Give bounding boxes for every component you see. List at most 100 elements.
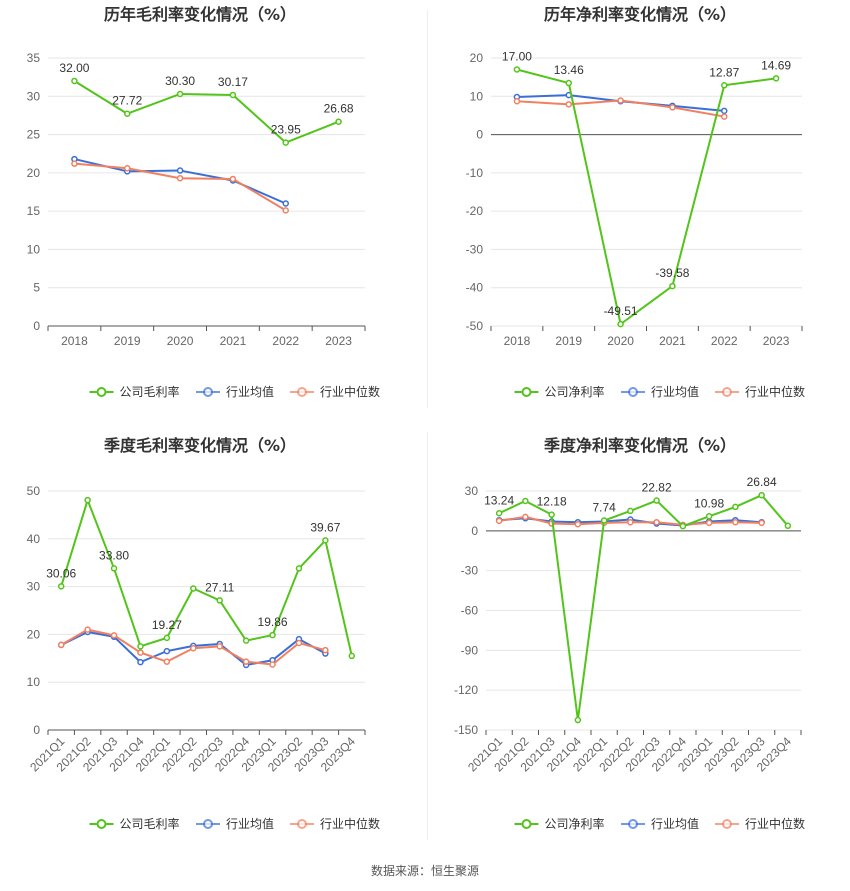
data-point-median	[229, 175, 237, 183]
data-point-median	[721, 113, 728, 120]
data-point-company	[617, 320, 624, 328]
data-label: 32.00	[59, 61, 89, 75]
y-tick-label: -30	[466, 242, 484, 256]
y-tick-label: -60	[461, 604, 479, 618]
legend-marker-avg	[628, 819, 638, 829]
x-tick-label: 2021	[659, 334, 686, 348]
data-label: -49.51	[604, 304, 638, 318]
chart-svg: 季度毛利率变化情况（%）010203040502021Q12021Q22021Q…	[27, 436, 380, 831]
data-label: 19.86	[258, 615, 288, 629]
legend-label: 公司毛利率	[120, 816, 180, 831]
data-label: 13.46	[554, 63, 584, 77]
data-point-median	[495, 517, 503, 525]
series-line-company	[60, 499, 353, 657]
y-tick-label: -150	[454, 723, 478, 737]
data-label: 13.24	[484, 493, 514, 507]
chart-quarterly-net-margin: 季度净利率变化情况（%） -150 -120 -90 -60 -30 0 30 2021Q1 20…	[425, 430, 850, 840]
data-point-company	[137, 643, 144, 650]
chart-svg: 历年毛利率变化情况（%） 0 5 10 15 20 25 30 35 2018 2019 2020 20…	[27, 5, 380, 399]
data-point-company	[335, 118, 342, 125]
data-point-median	[295, 639, 303, 647]
y-tick-label: 20	[470, 51, 484, 65]
data-point-company	[71, 77, 78, 85]
data-point-median	[705, 519, 713, 527]
data-point-median	[124, 165, 131, 172]
y-tick-label: -10	[466, 166, 484, 180]
data-point-median	[617, 97, 624, 104]
chart-quarterly-gross-margin: 季度毛利率变化情况（%） 0 10 20 30 40 50 2021Q1 2021Q2 2021Q…	[0, 430, 425, 840]
data-label: 26.84	[747, 475, 777, 489]
y-tick-label: 20	[27, 166, 41, 180]
data-point-median	[574, 520, 582, 528]
data-point-median	[57, 641, 65, 649]
data-point-median	[653, 518, 660, 526]
y-tick-label: 25	[27, 128, 41, 142]
vertical-divider-bottom	[427, 432, 428, 840]
data-point-company	[269, 631, 276, 639]
data-point-median	[732, 518, 739, 526]
data-point-median	[758, 519, 765, 527]
data-point-avg	[176, 167, 184, 174]
series-line-company	[498, 494, 789, 722]
data-point-avg	[282, 200, 289, 207]
y-tick-label: 20	[27, 627, 41, 641]
legend-marker-median	[297, 819, 307, 829]
data-label: 30.17	[218, 75, 248, 89]
x-tick-label: 2023	[763, 334, 790, 348]
legend-label: 行业中位数	[320, 816, 380, 831]
data-point-median	[565, 101, 572, 108]
x-tick-label: 2021	[220, 334, 247, 348]
data-point-company	[282, 139, 289, 146]
y-tick-label: 0	[471, 524, 478, 538]
legend-label: 行业均值	[651, 384, 699, 399]
data-point-company	[772, 75, 780, 82]
legend-label: 公司净利率	[545, 384, 605, 399]
data-point-company	[548, 511, 555, 518]
data-label: 19.27	[152, 618, 182, 632]
data-label: 12.87	[709, 65, 739, 79]
data-point-company	[176, 90, 184, 98]
x-tick-label: 2019	[555, 334, 582, 348]
data-point-median	[282, 207, 289, 214]
y-tick-label: 10	[470, 89, 484, 103]
data-point-company	[669, 282, 676, 290]
y-tick-label: 40	[27, 532, 41, 546]
legend-marker-avg	[203, 819, 213, 829]
data-point-company	[84, 496, 91, 504]
y-tick-label: 30	[27, 580, 41, 594]
data-point-company	[495, 510, 503, 517]
data-point-median	[627, 518, 634, 526]
legend-marker-company	[96, 819, 107, 829]
data-point-company	[679, 522, 687, 530]
x-tick-label: 2020	[607, 334, 634, 348]
y-tick-label: 0	[476, 128, 483, 142]
data-point-company	[110, 565, 118, 572]
y-tick-label: -120	[454, 683, 478, 697]
data-point-company	[513, 66, 521, 73]
chart-title: 历年毛利率变化情况（%）	[104, 5, 296, 24]
data-label: 17.00	[502, 49, 532, 63]
y-tick-label: -90	[461, 643, 479, 657]
data-point-company	[784, 522, 792, 530]
x-tick-label: 2019	[114, 334, 141, 348]
data-point-median	[513, 98, 521, 105]
data-point-avg	[721, 107, 728, 115]
data-label: 23.95	[271, 123, 301, 137]
data-point-company	[758, 491, 765, 499]
legend-marker-company	[521, 387, 532, 397]
y-tick-label: 5	[33, 281, 40, 295]
data-point-company	[627, 507, 634, 515]
x-tick-label: 2020	[167, 334, 194, 348]
data-point-company	[600, 517, 608, 524]
data-point-median	[522, 513, 529, 521]
chart-title: 季度净利率变化情况（%）	[543, 436, 736, 455]
data-point-median	[137, 649, 144, 656]
y-tick-label: 0	[33, 319, 40, 333]
series-line-company	[516, 68, 777, 326]
y-tick-label: 0	[33, 723, 40, 737]
data-label: 30.06	[46, 566, 76, 580]
data-point-median	[190, 645, 197, 652]
data-point-company	[163, 634, 171, 642]
legend-marker-median	[722, 387, 732, 397]
y-tick-label: 35	[27, 51, 41, 65]
